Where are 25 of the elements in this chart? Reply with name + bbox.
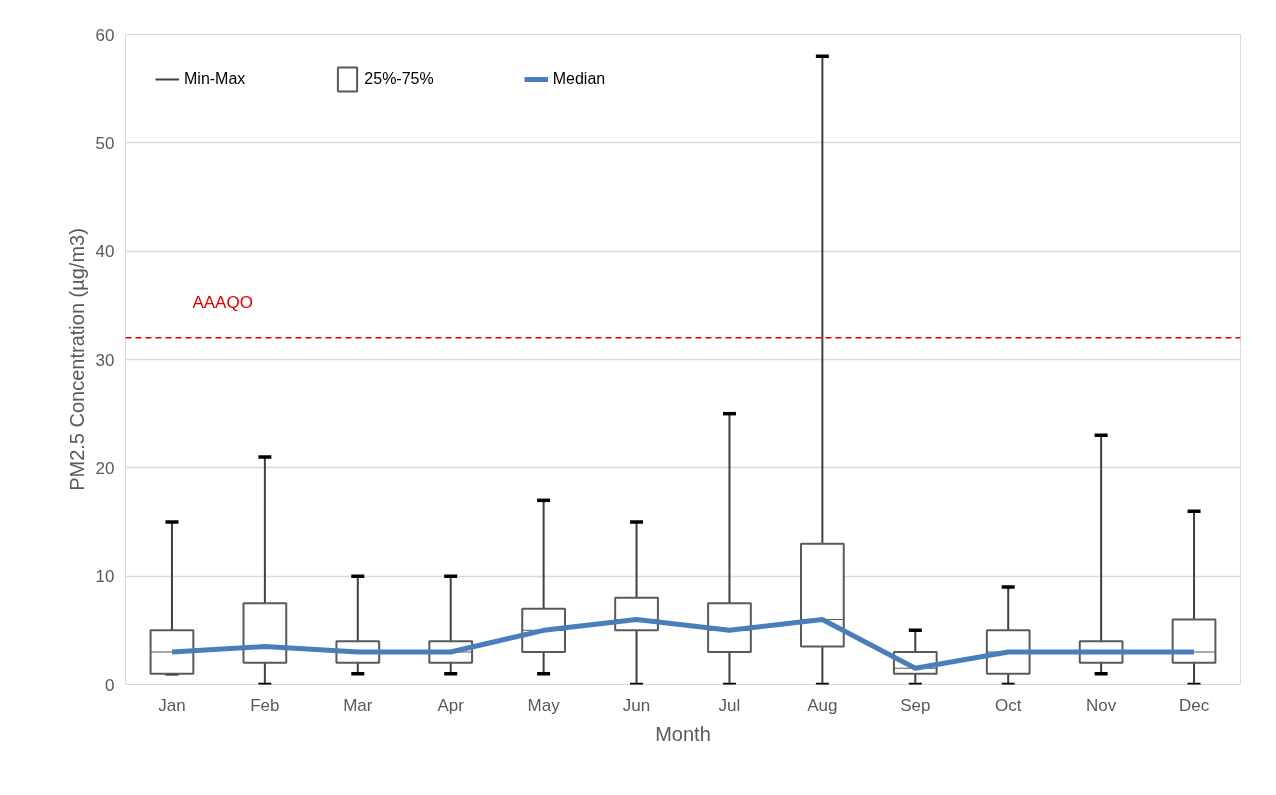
x-tick-label: Oct — [994, 695, 1022, 715]
x-tick-label: Jan — [158, 695, 186, 715]
x-tick-label: Dec — [1178, 695, 1210, 715]
y-tick-label: 40 — [95, 242, 115, 262]
x-tick-label: Jun — [622, 695, 651, 715]
x-tick-label: Jul — [718, 695, 741, 715]
y-axis-title: PM2.5 Concentration (µg/m3) — [65, 228, 88, 491]
x-tick-label: Mar — [343, 695, 373, 715]
x-tick-label: Sep — [900, 695, 931, 715]
x-tick-label: Feb — [250, 695, 280, 715]
x-axis-title: Month — [655, 722, 711, 745]
y-tick-label: 30 — [95, 350, 115, 370]
x-tick-label: Apr — [437, 695, 465, 715]
legend-label: 25%-75% — [364, 70, 434, 88]
y-tick-label: 20 — [95, 458, 115, 478]
legend-label: Median — [552, 70, 606, 88]
ref-line-label: AAAQO — [192, 292, 253, 312]
x-tick-label: Aug — [807, 695, 838, 715]
y-tick-label: 50 — [95, 133, 115, 153]
annotation: Min-Max — [184, 70, 246, 88]
y-tick-label: 10 — [95, 567, 115, 587]
y-tick-label: 60 — [95, 25, 115, 45]
x-tick-label: Nov — [1086, 695, 1117, 715]
y-tick-label: 0 — [105, 675, 115, 695]
x-tick-label: May — [527, 695, 561, 715]
